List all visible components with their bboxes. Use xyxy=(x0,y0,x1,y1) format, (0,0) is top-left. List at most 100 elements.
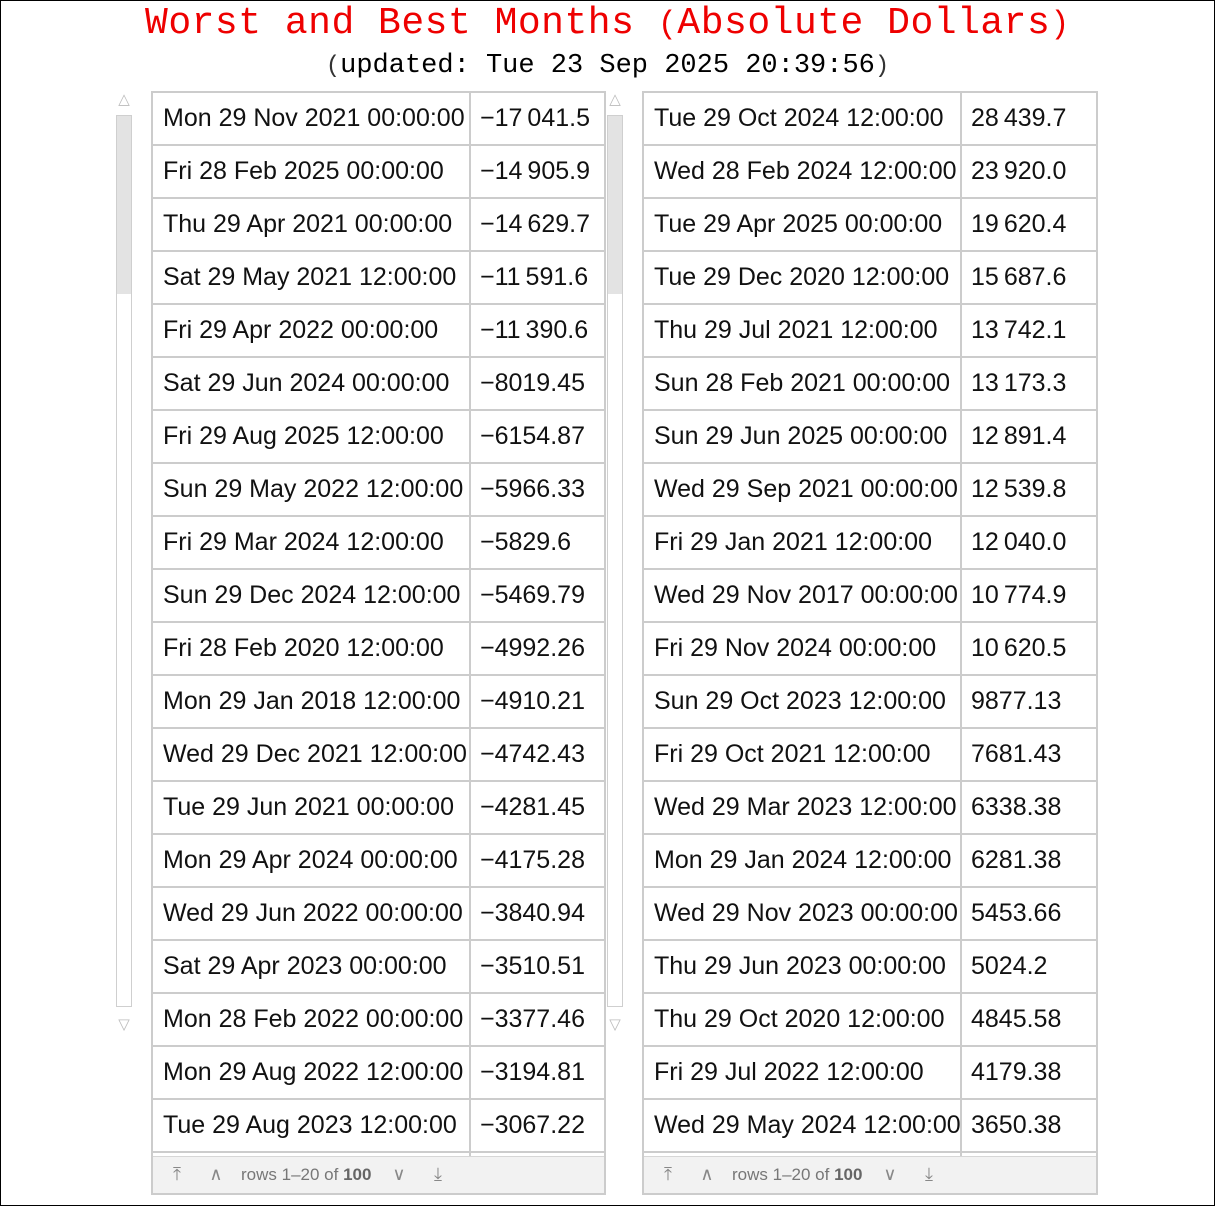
date-cell: Sun 28 Feb 2021 00:00:00 xyxy=(654,358,950,409)
date-cell: Wed 29 Mar 2023 12:00:00 xyxy=(654,782,957,833)
table-row: Fri 29 Jan 2021 12:00:00 12 040.0 xyxy=(644,517,1096,570)
scroll-thumb[interactable] xyxy=(608,116,622,294)
rows-range-label: rows 1–20 of 100 xyxy=(732,1157,862,1193)
previous-page-icon[interactable]: ∧ xyxy=(203,1157,229,1193)
table-row: Tue 29 Aug 2023 12:00:00 −3067.22 xyxy=(153,1100,604,1153)
table-row: Tue 29 Jun 2021 00:00:00 −4281.45 xyxy=(153,782,604,835)
table-row: Mon 29 Jan 2024 12:00:00 6281.38 xyxy=(644,835,1096,888)
left-vertical-scrollbar[interactable]: △ ▽ xyxy=(114,90,134,1035)
table-row: Sun 29 Jun 2025 00:00:00 12 891.4 xyxy=(644,411,1096,464)
next-page-icon[interactable]: ∨ xyxy=(386,1157,412,1193)
value-cell: −3377.46 xyxy=(480,994,585,1045)
date-cell: Wed 29 Jun 2022 00:00:00 xyxy=(163,888,463,939)
scroll-down-arrow-icon[interactable]: ▽ xyxy=(116,1015,132,1033)
subtitle-open-paren: ( xyxy=(326,53,340,80)
updated-text: updated: Tue 23 Sep 2025 20:39:56 xyxy=(340,51,875,81)
date-cell: Fri 29 Jan 2021 12:00:00 xyxy=(654,517,932,568)
previous-page-icon[interactable]: ∧ xyxy=(694,1157,720,1193)
title-close-paren: ) xyxy=(1050,6,1070,43)
value-cell: 12 040.0 xyxy=(971,517,1066,568)
value-cell: −4175.28 xyxy=(480,835,585,886)
value-cell: −4281.45 xyxy=(480,782,585,833)
rows-range-text: rows 1–20 of xyxy=(732,1165,834,1184)
value-cell: 6281.38 xyxy=(971,835,1061,886)
worst-months-table: Mon 29 Nov 2021 00:00:00 −17 041.5 Fri 28 … xyxy=(151,91,606,1195)
table-row: Wed 28 Feb 2024 12:00:00 23 920.0 xyxy=(644,146,1096,199)
page-title: Worst and Best Months (Absolute Dollars) xyxy=(1,1,1214,48)
value-cell: −8019.45 xyxy=(480,358,585,409)
table-row: Fri 29 Mar 2024 12:00:00 −5829.6 xyxy=(153,517,604,570)
table-row: Fri 29 Nov 2024 00:00:00 10 620.5 xyxy=(644,623,1096,676)
title-paren-text: Absolute Dollars xyxy=(677,2,1050,45)
date-cell: Fri 28 Feb 2025 00:00:00 xyxy=(163,146,444,197)
table-row: Wed 29 May 2024 12:00:00 3650.38 xyxy=(644,1100,1096,1153)
last-page-icon[interactable]: ⤓ xyxy=(916,1157,942,1193)
table-row: Mon 29 Jan 2018 12:00:00 −4910.21 xyxy=(153,676,604,729)
value-cell: 6338.38 xyxy=(971,782,1061,833)
table-row: Thu 29 Oct 2020 12:00:00 4845.58 xyxy=(644,994,1096,1047)
value-cell: −3194.81 xyxy=(480,1047,585,1098)
subtitle-close-paren: ) xyxy=(875,53,889,80)
table-row: Thu 29 Apr 2021 00:00:00 −14 629.7 xyxy=(153,199,604,252)
right-vertical-scrollbar[interactable]: △ ▽ xyxy=(605,90,625,1035)
value-cell: −11 591.6 xyxy=(480,252,588,303)
value-cell: −3840.94 xyxy=(480,888,585,939)
date-cell: Fri 29 Nov 2024 00:00:00 xyxy=(654,623,936,674)
date-cell: Sun 29 Jun 2025 00:00:00 xyxy=(654,411,947,462)
scroll-thumb[interactable] xyxy=(117,116,131,294)
scroll-up-arrow-icon[interactable]: △ xyxy=(607,90,623,108)
value-cell: 10 774.9 xyxy=(971,570,1066,621)
table-row: Sat 29 May 2021 12:00:00 −11 591.6 xyxy=(153,252,604,305)
scroll-down-arrow-icon[interactable]: ▽ xyxy=(607,1015,623,1033)
scroll-track[interactable] xyxy=(116,115,132,1007)
scroll-up-arrow-icon[interactable]: △ xyxy=(116,90,132,108)
value-cell: 13 742.1 xyxy=(971,305,1066,356)
date-cell: Mon 29 Jan 2018 12:00:00 xyxy=(163,676,460,727)
scroll-track[interactable] xyxy=(607,115,623,1007)
value-cell: −11 390.6 xyxy=(480,305,588,356)
rows-total: 100 xyxy=(343,1165,371,1184)
first-page-icon[interactable]: ⤒ xyxy=(655,1157,681,1193)
value-cell: 23 920.0 xyxy=(971,146,1066,197)
table-row: Tue 29 Oct 2024 12:00:00 28 439.7 xyxy=(644,93,1096,146)
table-row: Sun 29 May 2022 12:00:00 −5966.33 xyxy=(153,464,604,517)
pagination-footer: ⤒ ∧ rows 1–20 of 100 ∨ ⤓ xyxy=(153,1156,604,1193)
date-cell: Sat 29 Jun 2024 00:00:00 xyxy=(163,358,449,409)
value-cell: 3650.38 xyxy=(971,1100,1061,1151)
table-row: Sun 29 Dec 2024 12:00:00 −5469.79 xyxy=(153,570,604,623)
table-row: Wed 29 Dec 2021 12:00:00 −4742.43 xyxy=(153,729,604,782)
table-row: Wed 29 Mar 2023 12:00:00 6338.38 xyxy=(644,782,1096,835)
date-cell: Sun 29 Oct 2023 12:00:00 xyxy=(654,676,946,727)
value-cell: 15 687.6 xyxy=(971,252,1066,303)
date-cell: Wed 28 Feb 2024 12:00:00 xyxy=(654,146,957,197)
date-cell: Sat 29 May 2021 12:00:00 xyxy=(163,252,456,303)
table-row: Mon 28 Feb 2022 00:00:00 −3377.46 xyxy=(153,994,604,1047)
value-cell: −5829.6 xyxy=(480,517,571,568)
date-cell: Sun 29 May 2022 12:00:00 xyxy=(163,464,463,515)
value-cell: −4910.21 xyxy=(480,676,585,727)
date-cell: Fri 29 Oct 2021 12:00:00 xyxy=(654,729,931,780)
value-cell: 7681.43 xyxy=(971,729,1061,780)
date-cell: Wed 29 Nov 2023 00:00:00 xyxy=(654,888,958,939)
first-page-icon[interactable]: ⤒ xyxy=(164,1157,190,1193)
next-page-icon[interactable]: ∨ xyxy=(877,1157,903,1193)
table-row: Fri 29 Aug 2025 12:00:00 −6154.87 xyxy=(153,411,604,464)
value-cell: −14 905.9 xyxy=(480,146,590,197)
updated-timestamp: (updated: Tue 23 Sep 2025 20:39:56) xyxy=(1,47,1214,86)
table-row: Wed 29 Sep 2021 00:00:00 12 539.8 xyxy=(644,464,1096,517)
rows-total: 100 xyxy=(834,1165,862,1184)
table-row: Tue 29 Dec 2020 12:00:00 15 687.6 xyxy=(644,252,1096,305)
table-row: Wed 29 Nov 2023 00:00:00 5453.66 xyxy=(644,888,1096,941)
table-row: Sat 29 Apr 2023 00:00:00 −3510.51 xyxy=(153,941,604,994)
value-cell: 12 891.4 xyxy=(971,411,1066,462)
date-cell: Wed 29 May 2024 12:00:00 xyxy=(654,1100,961,1151)
column-divider xyxy=(469,93,471,1159)
date-cell: Tue 29 Apr 2025 00:00:00 xyxy=(654,199,942,250)
last-page-icon[interactable]: ⤓ xyxy=(425,1157,451,1193)
table-row: Fri 28 Feb 2020 12:00:00 −4992.26 xyxy=(153,623,604,676)
value-cell: 19 620.4 xyxy=(971,199,1066,250)
date-cell: Fri 29 Jul 2022 12:00:00 xyxy=(654,1047,924,1098)
title-text: Worst and Best Months xyxy=(145,2,634,45)
date-cell: Thu 29 Jun 2023 00:00:00 xyxy=(654,941,946,992)
date-cell: Mon 29 Jan 2024 12:00:00 xyxy=(654,835,951,886)
